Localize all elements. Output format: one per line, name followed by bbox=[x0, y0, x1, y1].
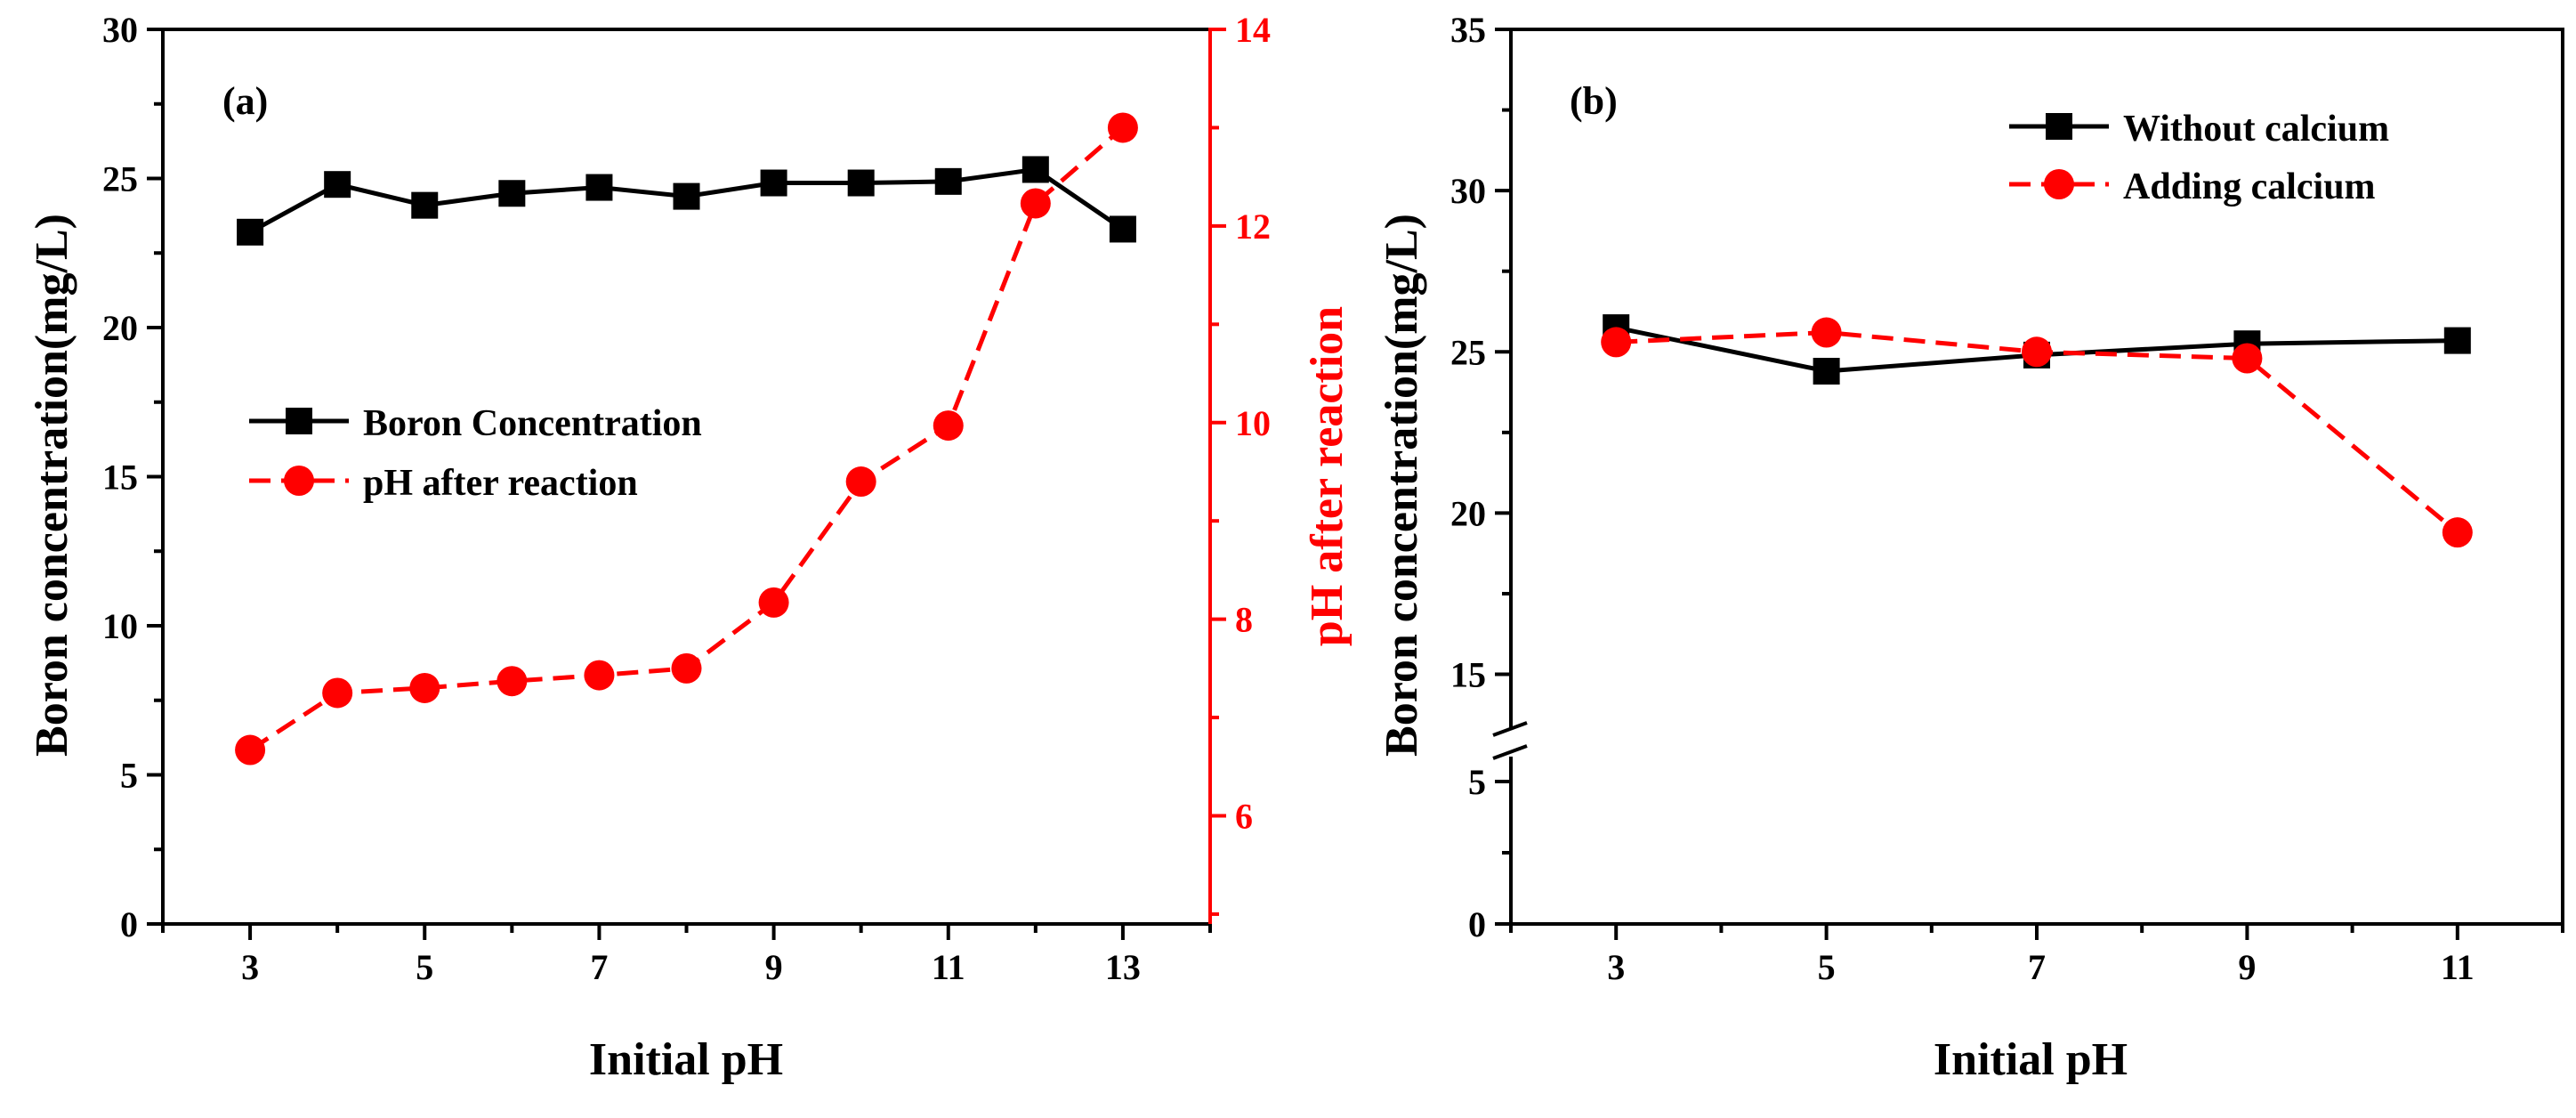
series-without-calcium-point bbox=[1813, 358, 1840, 385]
series-boron-concentration-point bbox=[585, 174, 613, 201]
series-ph-after-reaction-point bbox=[322, 677, 353, 709]
series-ph-after-reaction-point bbox=[845, 466, 876, 498]
series-boron-concentration-point bbox=[934, 167, 962, 195]
panel-a-x-tick-label: 9 bbox=[765, 947, 783, 987]
legend-without-calcium-marker bbox=[2046, 113, 2072, 140]
series-ph-after-reaction-point bbox=[497, 666, 528, 697]
panel-b-y-tick-label: 30 bbox=[1450, 171, 1486, 211]
series-ph-after-reaction-point bbox=[1020, 188, 1051, 219]
panel-b-y-tick-label: 35 bbox=[1450, 10, 1486, 50]
panel-b-legend: Without calcium Adding calcium bbox=[2009, 109, 2389, 207]
legend-boron-marker bbox=[286, 408, 312, 434]
panel-a-y-tick-label: 25 bbox=[102, 159, 138, 199]
series-adding-calcium-point bbox=[1601, 327, 1632, 358]
panel-b-label: (b) bbox=[1570, 79, 1618, 123]
panel-b-y-tick-label: 5 bbox=[1468, 762, 1486, 802]
panel-b-y-tick-label: 20 bbox=[1450, 493, 1486, 533]
series-boron-concentration-point bbox=[1022, 156, 1049, 183]
panel-b-x-tick-label: 5 bbox=[1818, 947, 1836, 987]
panel-a-y-right-tick-label: 8 bbox=[1235, 600, 1253, 640]
series-boron-concentration-point bbox=[1109, 215, 1136, 243]
panel-b-x-tick-label: 11 bbox=[2441, 947, 2475, 987]
panel-a-x-tick-label: 7 bbox=[590, 947, 608, 987]
series-ph-after-reaction-point bbox=[1107, 112, 1138, 143]
panel-a: 3 5 7 9 11 13 0 5 10 15 20 25 30 6 8 10 12 14 (a) Initi… bbox=[27, 10, 1353, 1085]
legend-boron-label: Boron Concentration bbox=[363, 403, 702, 444]
panel-b-x-tick-label: 7 bbox=[2028, 947, 2046, 987]
panel-a-y-tick-label: 10 bbox=[102, 606, 138, 646]
panel-a-y-axis-label: Boron concentration(mg/L) bbox=[27, 214, 77, 757]
series-boron-concentration-point bbox=[237, 218, 264, 246]
panel-b-y-tick-label: 15 bbox=[1450, 655, 1486, 695]
series-ph-after-reaction-point bbox=[758, 587, 789, 618]
panel-a-y-right-tick-label: 14 bbox=[1235, 10, 1271, 50]
panel-b-y-axis-label: Boron concentration(mg/L) bbox=[1377, 214, 1427, 757]
panel-b-x-tick-label: 9 bbox=[2238, 947, 2256, 987]
panel-a-y-right-axis-label: pH after reaction bbox=[1302, 306, 1353, 646]
series-boron-concentration-point bbox=[673, 182, 700, 210]
panel-a-x-tick-label: 13 bbox=[1105, 947, 1141, 987]
series-ph-after-reaction-point bbox=[584, 660, 615, 691]
series-adding-calcium-point bbox=[2442, 517, 2473, 548]
panel-a-y-right-tick-label: 10 bbox=[1235, 403, 1271, 443]
series-boron-concentration-point bbox=[411, 191, 439, 219]
panel-a-x-tick-label: 5 bbox=[416, 947, 433, 987]
panel-a-y-tick-label: 0 bbox=[120, 904, 138, 944]
series-adding-calcium-point bbox=[1811, 317, 1842, 348]
series-without-calcium-point bbox=[2443, 327, 2471, 354]
panel-a-y-right-tick-label: 6 bbox=[1235, 797, 1253, 837]
legend-ph-marker bbox=[284, 466, 314, 496]
panel-a-x-axis-label: Initial pH bbox=[589, 1034, 783, 1085]
legend-adding-calcium-marker bbox=[2044, 169, 2074, 199]
series-boron-concentration-point bbox=[847, 169, 875, 197]
legend-without-calcium-label: Without calcium bbox=[2123, 109, 2389, 150]
panel-a-x-tick-label: 11 bbox=[932, 947, 965, 987]
series-adding-calcium-point bbox=[2022, 336, 2052, 368]
panel-a-y-right-tick-label: 12 bbox=[1235, 207, 1271, 247]
panel-b-x-axis-label: Initial pH bbox=[1934, 1034, 2128, 1085]
legend-ph-label: pH after reaction bbox=[363, 463, 638, 504]
series-ph-after-reaction-point bbox=[409, 672, 440, 703]
panel-a-legend: Boron Concentration pH after reaction bbox=[249, 403, 702, 504]
series-boron-concentration-point bbox=[498, 180, 526, 207]
panel-a-y-tick-label: 5 bbox=[120, 756, 138, 796]
series-ph-after-reaction-point bbox=[235, 734, 266, 766]
legend-adding-calcium-label: Adding calcium bbox=[2123, 166, 2376, 207]
panel-b-y-tick-label: 25 bbox=[1450, 332, 1486, 372]
series-ph-after-reaction-point bbox=[933, 410, 964, 442]
panel-a-y-tick-label: 30 bbox=[102, 10, 138, 50]
panel-a-y-tick-label: 20 bbox=[102, 308, 138, 348]
panel-b-x-tick-label: 3 bbox=[1607, 947, 1625, 987]
panel-a-y-tick-label: 15 bbox=[102, 458, 138, 498]
series-boron-concentration-point bbox=[760, 169, 787, 197]
series-ph-after-reaction-point bbox=[671, 652, 702, 684]
panel-b-axis-break bbox=[1492, 721, 1528, 760]
panel-b-y-tick-label: 0 bbox=[1468, 904, 1486, 944]
series-boron-concentration-point bbox=[324, 171, 351, 198]
panel-a-x-tick-label: 3 bbox=[241, 947, 259, 987]
panel-a-label: (a) bbox=[222, 79, 268, 123]
series-adding-calcium-point bbox=[2232, 343, 2263, 374]
